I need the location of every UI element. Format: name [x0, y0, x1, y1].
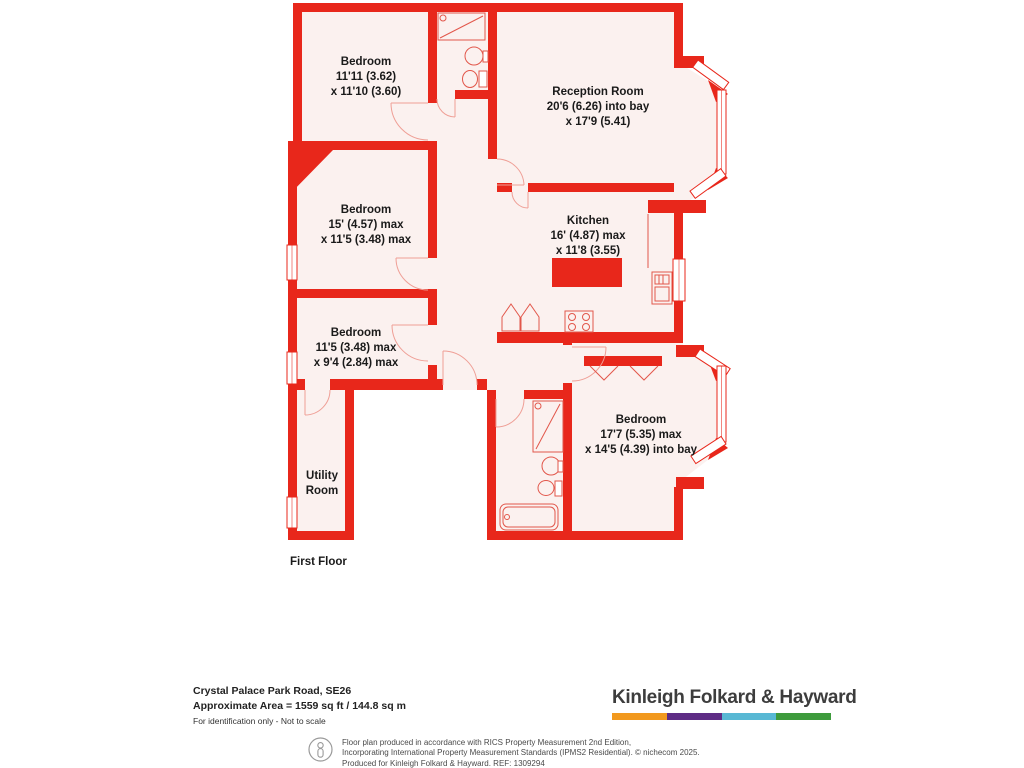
windows-layer — [286, 59, 731, 529]
bathtub-icon — [499, 503, 559, 531]
area-line: Approximate Area = 1559 sq ft / 144.8 sq… — [193, 700, 406, 713]
wardrobe-icon — [589, 365, 659, 381]
kitchen-cupboards — [501, 303, 540, 332]
agency-name: Kinleigh Folkard & Hayward — [612, 687, 857, 708]
disclaimer-line: Produced for Kinleigh Folkard & Hayward.… — [342, 758, 545, 768]
room-dims: x 11'5 (3.48) max — [320, 234, 412, 247]
toilet-icon — [537, 480, 563, 497]
floor-layer — [288, 3, 726, 540]
basin-icon — [464, 46, 489, 66]
disclaimer-block: Floor plan produced in accordance with R… — [342, 738, 700, 768]
room-label-kitchen: Kitchen 16' (4.87) max x 11'8 (3.55) — [551, 214, 626, 260]
room-name: Bedroom — [615, 414, 667, 427]
brand-color-bar — [612, 713, 831, 720]
brand-bar-purple — [666, 713, 722, 720]
shower-tray-icon — [437, 12, 486, 41]
brand-bar-green — [776, 713, 831, 720]
address-block: Crystal Palace Park Road, SE26 Approxima… — [193, 684, 406, 726]
fridge-icon — [651, 271, 673, 305]
room-name: Bedroom — [330, 327, 382, 340]
room-dims: x 11'8 (3.55) — [555, 245, 621, 258]
room-dims: x 17'9 (5.41) — [565, 116, 631, 129]
room-label-bedroom-bottom-right: Bedroom 17'7 (5.35) max x 14'5 (4.39) in… — [585, 413, 697, 459]
room-dims: 20'6 (6.26) into bay — [546, 101, 650, 114]
room-dims: 16' (4.87) max — [550, 230, 626, 243]
room-dims: 15' (4.57) max — [328, 219, 404, 232]
room-label-utility: Utility Room — [306, 469, 339, 499]
room-label-bedroom-top-left: Bedroom 11'11 (3.62) x 11'10 (3.60) — [331, 55, 402, 101]
room-dims: 17'7 (5.35) max — [600, 429, 682, 442]
fixtures-layer — [437, 12, 673, 531]
room-dims: x 14'5 (4.39) into bay — [584, 444, 698, 457]
room-label-bedroom-lower-left: Bedroom 11'5 (3.48) max x 9'4 (2.84) max — [314, 326, 399, 372]
room-name: Bedroom — [340, 204, 392, 217]
address-line: Crystal Palace Park Road, SE26 — [193, 685, 352, 697]
walls-layer — [288, 3, 728, 540]
agency-logo: Kinleigh Folkard & Hayward — [612, 687, 857, 720]
brand-bar-blue — [721, 713, 777, 720]
room-dims: 11'11 (3.62) — [335, 71, 397, 84]
room-dims: 11'5 (3.48) max — [315, 342, 397, 355]
room-name: Room — [305, 485, 339, 497]
room-label-reception: Reception Room 20'6 (6.26) into bay x 17… — [547, 85, 649, 131]
basin-icon — [541, 456, 564, 476]
floor-level-label: First Floor — [290, 556, 347, 568]
room-name: Bedroom — [340, 56, 392, 69]
hob-icon — [564, 310, 594, 333]
room-name: Reception Room — [552, 86, 644, 99]
room-name: Kitchen — [566, 215, 610, 228]
shower-icon — [532, 400, 564, 453]
room-dims: x 11'10 (3.60) — [330, 86, 402, 99]
room-label-bedroom-mid-left: Bedroom 15' (4.57) max x 11'5 (3.48) max — [321, 203, 411, 249]
disclaimer-line: Incorporating International Property Mea… — [342, 748, 700, 758]
room-name: Utility — [306, 469, 338, 482]
nichecom-person-icon — [308, 737, 333, 762]
disclaimer-line: Floor plan produced in accordance with R… — [342, 738, 632, 747]
identification-note: For identification only - Not to scale — [193, 716, 326, 727]
toilet-icon — [462, 70, 488, 88]
door-arcs-layer — [304, 98, 607, 428]
room-dims: x 9'4 (2.84) max — [313, 357, 399, 370]
brand-bar-orange — [612, 713, 667, 720]
kitchen-island — [552, 258, 622, 287]
